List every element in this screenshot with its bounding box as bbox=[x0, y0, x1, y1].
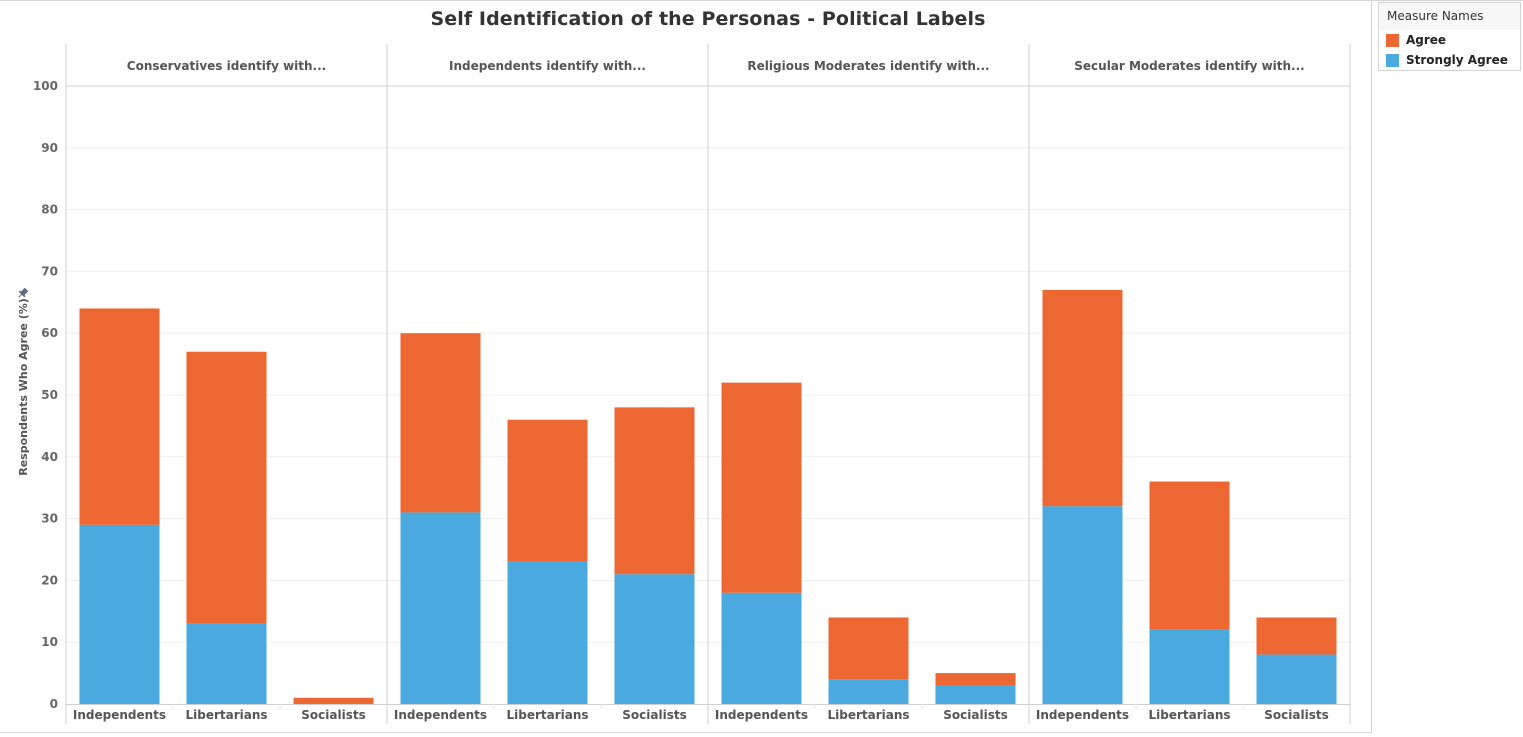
legend-swatch-strongly-agree bbox=[1386, 53, 1399, 67]
legend-label-strongly-agree: Strongly Agree bbox=[1406, 53, 1508, 67]
bar-strongly-agree bbox=[828, 679, 909, 704]
bar-agree bbox=[828, 617, 909, 680]
y-tick-label: 60 bbox=[41, 326, 58, 340]
legend-label-agree: Agree bbox=[1406, 33, 1447, 47]
x-tick-label: Socialists bbox=[301, 708, 365, 722]
x-tick-label: Independents bbox=[73, 708, 166, 722]
bar-strongly-agree bbox=[614, 574, 695, 704]
x-tick-label: Libertarians bbox=[185, 708, 267, 722]
legend-item-agree[interactable]: Agree bbox=[1379, 30, 1520, 50]
bar-strongly-agree bbox=[1149, 629, 1230, 704]
legend-item-strongly-agree[interactable]: Strongly Agree bbox=[1379, 50, 1520, 70]
panel-header: Religious Moderates identify with... bbox=[747, 59, 989, 73]
bar-agree bbox=[1256, 617, 1337, 655]
panel-header: Conservatives identify with... bbox=[127, 59, 326, 73]
x-tick-label: Libertarians bbox=[827, 708, 909, 722]
chart-svg: 0 10 20 30 40 50 60 70 80 90 100 Respondents Who Ag… bbox=[16, 44, 1351, 724]
x-tick-label: Independents bbox=[394, 708, 487, 722]
x-tick-label: Libertarians bbox=[1148, 708, 1230, 722]
bar-agree bbox=[293, 697, 374, 704]
y-tick-label: 20 bbox=[41, 573, 58, 587]
bar-strongly-agree bbox=[1256, 654, 1337, 704]
bar-strongly-agree bbox=[935, 685, 1016, 704]
panel-header: Independents identify with... bbox=[449, 59, 646, 73]
legend-title: Measure Names bbox=[1379, 3, 1520, 30]
bar-agree bbox=[400, 333, 481, 513]
bar-agree bbox=[186, 351, 267, 624]
y-axis-title: Respondents Who Agree (%) bbox=[17, 298, 30, 476]
y-tick-label: 0 bbox=[50, 697, 58, 711]
x-tick-label: Independents bbox=[1036, 708, 1129, 722]
bar-agree bbox=[79, 308, 160, 525]
pin-icon[interactable] bbox=[16, 287, 29, 300]
x-tick-label: Independents bbox=[715, 708, 808, 722]
y-tick-label: 30 bbox=[41, 512, 58, 526]
x-tick-label: Socialists bbox=[1264, 708, 1328, 722]
y-tick-label: 90 bbox=[41, 141, 58, 155]
y-tick-label: 70 bbox=[41, 264, 58, 278]
x-tick-label: Socialists bbox=[622, 708, 686, 722]
bar-strongly-agree bbox=[1042, 506, 1123, 704]
bar-agree bbox=[935, 673, 1016, 686]
chart-frame bbox=[0, 0, 1372, 733]
bar-agree bbox=[1149, 481, 1230, 630]
bar-agree bbox=[1042, 289, 1123, 507]
chart-title: Self Identification of the Personas - Po… bbox=[430, 8, 986, 30]
x-tick-label: Socialists bbox=[943, 708, 1007, 722]
x-tick-label: Libertarians bbox=[506, 708, 588, 722]
y-tick-label: 40 bbox=[41, 450, 58, 464]
bar-agree bbox=[721, 382, 802, 593]
bar-agree bbox=[614, 407, 695, 575]
bar-strongly-agree bbox=[721, 592, 802, 704]
y-tick-label: 10 bbox=[41, 635, 58, 649]
bar-strongly-agree bbox=[186, 623, 267, 704]
bar-strongly-agree bbox=[79, 524, 160, 704]
y-tick-label: 50 bbox=[41, 388, 58, 402]
bar-strongly-agree bbox=[507, 561, 588, 704]
top-border bbox=[0, 0, 1523, 1]
bar-strongly-agree bbox=[400, 512, 481, 704]
bar-agree bbox=[507, 419, 588, 562]
legend-swatch-agree bbox=[1386, 33, 1399, 47]
y-tick-label: 80 bbox=[41, 203, 58, 217]
legend[interactable]: Measure Names Agree Strongly Agree bbox=[1378, 2, 1521, 71]
panel-header: Secular Moderates identify with... bbox=[1074, 59, 1304, 73]
y-tick-label: 100 bbox=[33, 79, 58, 93]
